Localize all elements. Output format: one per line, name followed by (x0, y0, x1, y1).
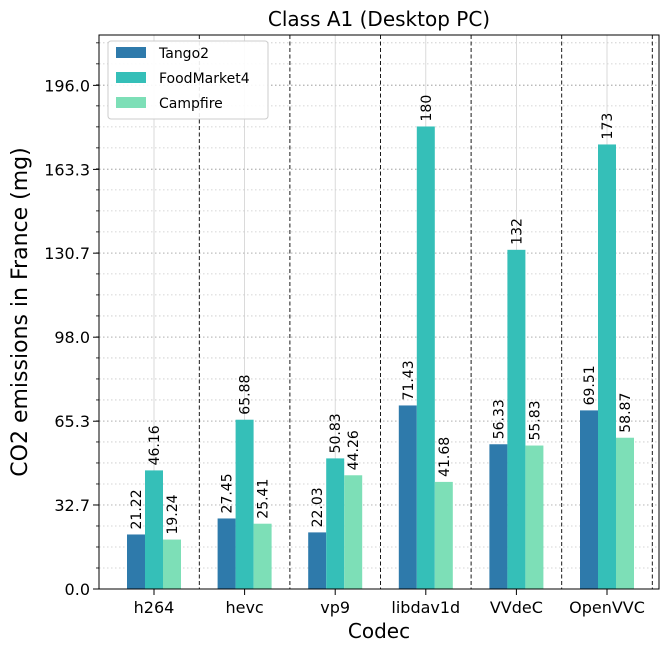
x-tick-label: OpenVVC (569, 598, 645, 617)
y-tick-label: 65.3 (54, 412, 90, 431)
bars (127, 126, 634, 590)
bar-value-labels: 21.22 27.45 22.03 71.43 56.33 69.51 46.16 65.88… (129, 95, 634, 535)
y-axis: 0.0 32.7 65.3 98.0 130.7 163.3 196.0 (44, 42, 99, 599)
bar-Tango2-h264 (127, 534, 145, 589)
y-axis-label: CO2 emissions in France (mg) (8, 147, 33, 476)
x-tick-label: vp9 (320, 598, 350, 617)
bar-Tango2-VVdeC (489, 444, 508, 589)
x-tick-label: h264 (134, 598, 175, 617)
bar-Tango2-libdav1d (398, 405, 417, 589)
x-axis: h264 hevc vp9 libdav1d VVdeC OpenVVC (134, 589, 645, 617)
bar-FoodMarket4-h264 (145, 470, 163, 589)
bar-label: 21.22 (129, 489, 145, 529)
bar-Tango2-vp9 (308, 532, 327, 589)
bar-Campfire-vp9 (344, 475, 363, 589)
bar-label: 65.88 (238, 375, 254, 415)
bar-Tango2-hevc (217, 518, 236, 589)
bar-Campfire-libdav1d (434, 481, 453, 589)
bar-label: 55.83 (527, 400, 543, 440)
y-tick-label: 130.7 (44, 244, 90, 263)
legend-swatch (116, 72, 146, 83)
bar-FoodMarket4-vp9 (326, 458, 345, 589)
bar-label: 71.43 (401, 360, 417, 400)
bar-label: 41.68 (437, 437, 453, 477)
legend: Tango2 FoodMarket4 Campfire (107, 40, 269, 120)
bar-label: 132 (509, 218, 525, 245)
legend-box (107, 40, 269, 120)
plot-area-frame (98, 34, 660, 590)
bar-label: 69.51 (582, 365, 598, 405)
bar-FoodMarket4-VVdeC (507, 249, 526, 589)
x-tick-label: VVdeC (490, 598, 543, 617)
bar-Campfire-VVdeC (525, 445, 544, 589)
bar-label: 22.03 (310, 487, 326, 527)
bar-Campfire-OpenVVC (616, 437, 634, 589)
bar-Tango2-OpenVVC (580, 410, 598, 589)
bar-Campfire-h264 (163, 539, 181, 589)
bar-label: 173 (600, 113, 616, 140)
chart-title: Class A1 (Desktop PC) (268, 7, 490, 31)
bar-label: 58.87 (618, 393, 634, 433)
y-tick-label: 32.7 (54, 496, 90, 515)
y-tick-label: 163.3 (44, 160, 90, 179)
bar-FoodMarket4-hevc (235, 419, 254, 589)
bar-label: 46.16 (147, 425, 163, 465)
bar-Campfire-hevc (253, 523, 272, 589)
bar-label: 56.33 (491, 399, 507, 439)
bar-label: 44.26 (346, 430, 362, 470)
y-tick-label: 0.0 (65, 580, 90, 599)
legend-label: FoodMarket4 (159, 71, 250, 87)
bar-label: 25.41 (256, 479, 272, 519)
bar-label: 19.24 (165, 494, 181, 534)
legend-label: Tango2 (158, 46, 209, 62)
y-tick-label: 196.0 (44, 76, 90, 95)
x-tick-label: hevc (225, 598, 263, 617)
category-separators (198, 35, 653, 589)
legend-label: Campfire (159, 96, 223, 112)
x-axis-label: Codec (348, 619, 410, 643)
bar-FoodMarket4-libdav1d (416, 126, 435, 589)
bar-FoodMarket4-OpenVVC (598, 144, 616, 590)
x-tick-label: libdav1d (391, 598, 460, 617)
bar-label: 27.45 (220, 473, 236, 513)
bar-label: 50.83 (328, 413, 344, 453)
y-tick-label: 98.0 (54, 328, 90, 347)
legend-swatch (116, 47, 146, 58)
legend-swatch (116, 97, 146, 108)
bar-label: 180 (419, 95, 435, 122)
